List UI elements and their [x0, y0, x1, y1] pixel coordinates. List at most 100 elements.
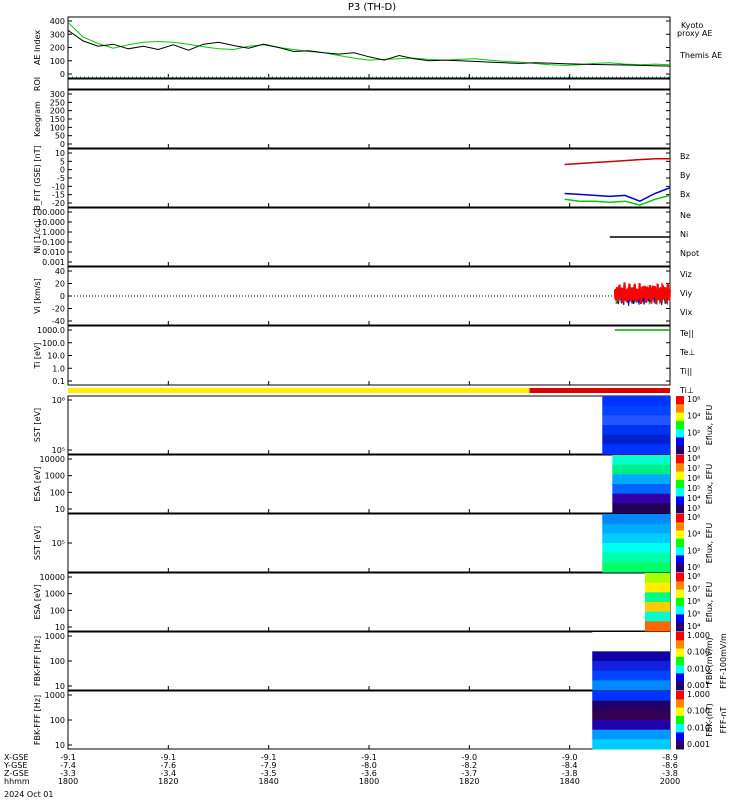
- colorbar-segment: [676, 665, 684, 674]
- y-tick-label: 100: [50, 606, 65, 615]
- legend-label: Npot: [680, 249, 699, 258]
- panels: AE Index4003002001000ROIKeogram300250200…: [3, 16, 728, 786]
- y-tick-label: 20: [55, 280, 65, 289]
- y-tick-label: 1000: [45, 590, 65, 599]
- colorbar-segment: [676, 396, 684, 405]
- colorbar-segment: [676, 412, 684, 422]
- panel-ylabel: SST [eV]: [33, 526, 42, 560]
- x-tick-time: 1840: [258, 777, 278, 786]
- legend-label: Ni: [680, 230, 688, 239]
- panel-frame: [67, 325, 671, 386]
- colorbar-tick: 0.010: [687, 664, 710, 673]
- y-tick-label: 0.100: [42, 238, 65, 247]
- legend-label: Bz: [680, 152, 690, 161]
- y-tick-label: 100: [50, 123, 65, 132]
- y-tick-label: 1000: [45, 691, 65, 700]
- plot-title: P3 (TH-D): [348, 2, 396, 13]
- x-tick-gse-z: -3.8: [562, 769, 578, 778]
- colorbar-segment: [676, 437, 684, 447]
- y-tick-label: 200: [50, 44, 65, 53]
- legend-label: Ti||: [679, 367, 692, 376]
- colorbar-segment: [676, 715, 684, 725]
- y-tick-label: 1000: [45, 472, 65, 481]
- colorbar-tick: 0.100: [687, 707, 710, 716]
- colorbar-tick: 10⁰: [687, 445, 700, 454]
- x-tick-gse-y: -8.0: [361, 761, 377, 770]
- legend-label: Viy: [680, 289, 693, 298]
- colorbar-segment: [676, 740, 684, 750]
- spectrogram-esa-2: [644, 602, 670, 613]
- spectrogram-fbk-2: [592, 691, 670, 702]
- y-tick-label: 0.1: [52, 377, 65, 386]
- spectrogram-sst-2: [602, 533, 670, 544]
- colorbar-segment: [676, 514, 684, 523]
- colorbar-tick: 10⁴: [687, 622, 700, 631]
- spectrogram-sst-2: [602, 514, 670, 525]
- x-tick-gse-x: -9.1: [261, 753, 277, 762]
- spectrogram-esa-2: [644, 621, 670, 632]
- spectrogram-esa-2: [644, 573, 670, 584]
- y-tick-label: 100: [50, 716, 65, 725]
- colorbar-tick: 1.000: [687, 631, 710, 640]
- spectrogram-esa: [612, 474, 670, 485]
- colorbar-segment: [676, 606, 684, 615]
- colorbar-tick: 1.000: [687, 690, 710, 699]
- y-tick-label: 10.0: [47, 352, 65, 361]
- colorbar-segment: [676, 455, 684, 464]
- y-tick-label: 10.000: [37, 218, 65, 227]
- spectrogram-esa: [612, 503, 670, 514]
- panel-ylabel: AE Index: [33, 30, 42, 65]
- colorbar-tick: 10²: [687, 546, 700, 555]
- colorbar-tick: 10⁴: [687, 494, 700, 503]
- colorbar-label: FBK-(nT): [705, 703, 714, 737]
- velocity-trace: [613, 281, 671, 305]
- spectrogram-fbk: [592, 651, 670, 662]
- y-tick-label: 0: [60, 70, 65, 79]
- x-axis-row-label: X-GSE: [4, 753, 29, 762]
- colorbar-segment: [676, 648, 684, 658]
- y-tick-label: 10⁶: [52, 396, 65, 405]
- colorbar-segment: [676, 699, 684, 709]
- x-tick-time: 1820: [158, 777, 178, 786]
- spectrogram-esa: [612, 455, 670, 466]
- colorbar-segment: [676, 463, 684, 473]
- legend-label: Ti⊥: [679, 386, 694, 395]
- spectrogram-sst: [602, 405, 670, 416]
- legend-label: Themis AE: [679, 51, 722, 60]
- y-tick-label: 10: [55, 682, 65, 691]
- colorbar-segment: [676, 471, 684, 481]
- colorbar-segment: [676, 581, 684, 591]
- spectrogram-fbk: [592, 661, 670, 672]
- panel-ylabel: Ni [1/cc]: [33, 220, 42, 254]
- panel-ylabel: SST [eV]: [33, 408, 42, 442]
- spectrogram-sst: [602, 434, 670, 445]
- x-tick-time: 2000: [660, 777, 680, 786]
- y-tick-label: 250: [50, 98, 65, 107]
- spectrogram-fbk-2: [592, 720, 670, 731]
- spectrogram-sst: [602, 444, 670, 455]
- colorbar-tick: 10⁶: [687, 597, 700, 606]
- spectrogram-fbk-2: [592, 729, 670, 740]
- x-axis-row-label: Z-GSE: [4, 769, 29, 778]
- colorbar-segment: [676, 547, 684, 556]
- panel-ylabel: Ti [eV]: [33, 342, 42, 369]
- series-line-themis-ae: [67, 29, 671, 67]
- x-tick-gse-y: -7.6: [161, 761, 177, 770]
- x-tick-time: 1820: [459, 777, 479, 786]
- colorbar-tick: 10⁷: [687, 585, 700, 594]
- spectrogram-esa-2: [644, 611, 670, 622]
- colorbar-segment: [676, 681, 684, 691]
- spectrogram-fbk: [592, 680, 670, 691]
- panel-ylabel: FBK-FFF [Hz]: [33, 636, 42, 686]
- y-tick-label: -40: [52, 317, 65, 326]
- colorbar-segment: [676, 673, 684, 683]
- x-tick-gse-z: -3.3: [60, 769, 76, 778]
- colorbar-segment: [676, 538, 684, 548]
- y-tick-label: 1000: [45, 632, 65, 641]
- colorbar-segment: [676, 597, 684, 607]
- spectrogram-esa: [612, 484, 670, 495]
- colorbar-tick: 10⁵: [687, 484, 700, 493]
- colorbar-tick: 0.001: [687, 740, 710, 749]
- y-tick-label: 0.010: [42, 248, 65, 257]
